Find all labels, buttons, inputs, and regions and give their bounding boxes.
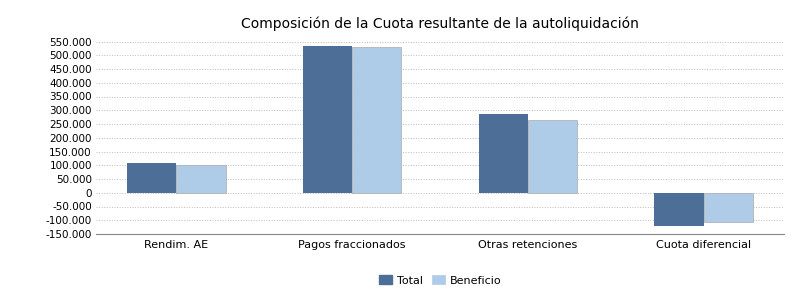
Bar	[303, 46, 352, 193]
Bar	[654, 193, 703, 226]
Bar	[703, 193, 753, 222]
Bar	[478, 114, 528, 193]
Bar	[127, 163, 177, 193]
Title: Composición de la Cuota resultante de la autoliquidación: Composición de la Cuota resultante de la…	[241, 16, 639, 31]
Bar	[352, 47, 402, 193]
Legend: Total, Beneficio: Total, Beneficio	[379, 275, 501, 286]
Bar	[528, 120, 577, 193]
Bar	[177, 165, 226, 193]
